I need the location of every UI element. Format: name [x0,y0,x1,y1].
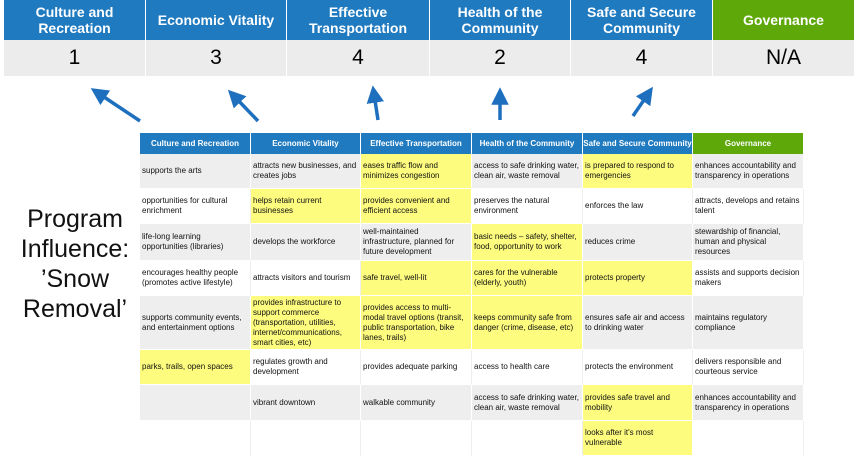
table-cell: regulates growth and development [251,350,361,385]
summary-header: Economic Vitality [146,0,287,40]
table-cell [251,421,361,456]
arrow-icon [366,85,384,121]
program-label-line: Program [27,205,123,233]
table-header: Effective Transportation [361,133,472,154]
table-cell: opportunities for cultural enrichment [140,189,251,224]
table-cell: maintains regulatory compliance [693,296,804,350]
table-cell: encourages healthy people (promotes acti… [140,261,251,296]
table-cell-highlighted: helps retain current businesses [251,189,361,224]
summary-header: Safe and Secure Community [571,0,713,40]
table-header: Economic Vitality [251,133,361,154]
table-cell: supports community events, and entertain… [140,296,251,350]
table-cell: access to safe drinking water, clean air… [472,385,583,421]
table-cell: protects the environment [583,350,693,385]
table-cell-highlighted: provides safe travel and mobility [583,385,693,421]
table-cell: reduces crime [583,224,693,261]
table-cell-highlighted: eases traffic flow and minimizes congest… [361,154,472,189]
table-cell: assists and supports decision makers [693,261,804,296]
table-cell-highlighted: provides infrastructure to support comme… [251,296,361,350]
summary-header: Effective Transportation [287,0,430,40]
summary-header: Health of the Community [430,0,571,40]
table-cell: life-long learning opportunities (librar… [140,224,251,261]
summary-value: 3 [146,40,287,76]
summary-header: Governance [713,0,855,40]
program-label-line: Removal’ [22,295,128,323]
program-label: Program Influence: ’Snow Removal’ [0,204,150,324]
table-cell-highlighted: protects property [583,261,693,296]
program-label-line: Influence: [20,235,130,263]
program-label-line: ’Snow [40,265,110,293]
table-cell: access to health care [472,350,583,385]
table-cell: access to safe drinking water, clean air… [472,154,583,189]
table-cell: vibrant downtown [251,385,361,421]
summary-header: Culture and Recreation [4,0,146,40]
arrow-icon [90,88,141,123]
summary-value: 2 [430,40,571,76]
table-cell-highlighted: safe travel, well-lit [361,261,472,296]
table-cell: ensures safe air and access to drinking … [583,296,693,350]
table-cell-highlighted: provides convenient and efficient access [361,189,472,224]
table-cell-highlighted: basic needs – safety, shelter, food, opp… [472,224,583,261]
table-cell [140,385,251,421]
table-cell [693,421,804,456]
summary-value: 4 [287,40,430,76]
table-header: Safe and Secure Community [583,133,693,154]
table-cell: attracts, develops and retains talent [693,189,804,224]
summary-value: 1 [4,40,146,76]
table-cell: enforces the law [583,189,693,224]
table-cell-highlighted: provides access to multi-modal travel op… [361,296,472,350]
table-cell: develops the workforce [251,224,361,261]
table-cell [140,421,251,456]
table-cell: well-maintained infrastructure, planned … [361,224,472,261]
table-cell-highlighted: parks, trails, open spaces [140,350,251,385]
table-cell: enhances accountability and transparency… [693,154,804,189]
table-cell: supports the arts [140,154,251,189]
summary-scores: Culture and Recreation Economic Vitality… [4,0,855,76]
summary-value: 4 [571,40,713,76]
table-cell-highlighted: is prepared to respond to emergencies [583,154,693,189]
summary-value: N/A [713,40,855,76]
arrow-icon [227,89,260,123]
table-cell: delivers responsible and courteous servi… [693,350,804,385]
table-cell: enhances accountability and transparency… [693,385,804,421]
table-cell: attracts visitors and tourism [251,261,361,296]
table-cell-highlighted: looks after it's most vulnerable [583,421,693,456]
table-cell: preserves the natural environment [472,189,583,224]
table-cell: attracts new businesses, and creates job… [251,154,361,189]
table-header: Culture and Recreation [140,133,251,154]
table-cell: walkable community [361,385,472,421]
table-cell [361,421,472,456]
table-cell: provides adequate parking [361,350,472,385]
table-cell: stewardship of financial, human and phys… [693,224,804,261]
table-cell [472,421,583,456]
table-cell-highlighted: cares for the vulnerable (elderly, youth… [472,261,583,296]
influence-table: Culture and Recreation Economic Vitality E… [140,133,804,456]
table-cell-highlighted: keeps community safe from danger (crime,… [472,296,583,350]
table-header: Governance [693,133,804,154]
arrow-icon [631,86,653,117]
table-header: Health of the Community [472,133,583,154]
